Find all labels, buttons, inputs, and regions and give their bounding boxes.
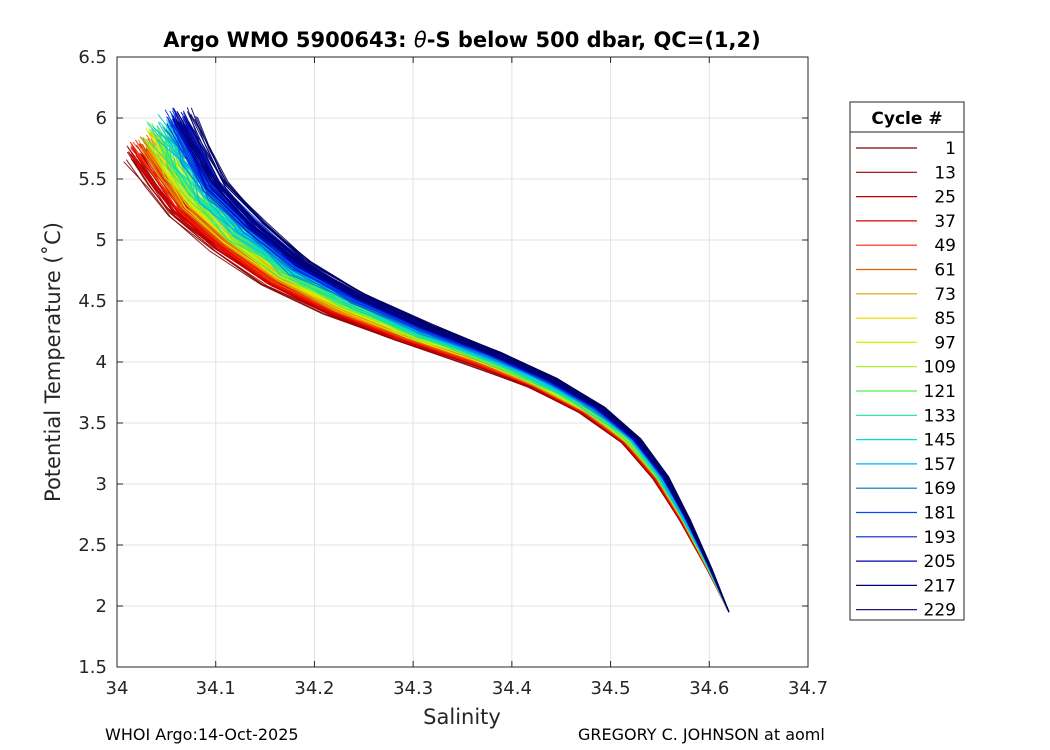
x-tick-label: 34 (106, 678, 129, 699)
legend-label: 25 (934, 188, 956, 208)
legend-label: 49 (934, 236, 956, 256)
legend-label: 13 (934, 163, 956, 183)
legend-label: 157 (924, 455, 956, 475)
legend-label: 121 (924, 382, 956, 402)
x-axis-label: Salinity (423, 705, 501, 729)
legend-items: 1 13 25 37 49 61 73 85 97 109 121 133 145 157 169 181 19… (856, 139, 956, 621)
legend-label: 37 (934, 212, 956, 232)
legend-label: 73 (934, 285, 956, 305)
title-theta: θ (414, 28, 427, 52)
axis-ticks: 34 34.1 34.2 34.3 34.4 34.5 34.6 34.7 1.5 2 2.5 3 3.… (78, 47, 828, 699)
y-axis-label: Potential Temperature (˚C) (41, 222, 65, 502)
x-tick-label: 34.3 (393, 678, 433, 699)
legend-label: 85 (934, 309, 956, 329)
x-tick-label: 34.1 (196, 678, 236, 699)
footer-right: GREGORY C. JOHNSON at aoml (578, 725, 825, 744)
legend-title: Cycle # (871, 109, 942, 129)
legend-label: 169 (924, 479, 956, 499)
y-tick-label: 6 (96, 108, 107, 129)
legend-label: 145 (924, 431, 956, 451)
x-tick-label: 34.6 (689, 678, 729, 699)
footer-left: WHOI Argo:14-Oct-2025 (105, 725, 299, 744)
legend-label: 1 (945, 139, 956, 159)
legend-label: 217 (924, 576, 956, 596)
y-tick-label: 3 (96, 474, 107, 495)
title-suffix: -S below 500 dbar, QC=(1,2) (427, 28, 761, 52)
title-prefix: Argo WMO 5900643: (163, 28, 414, 52)
profile-curve (190, 113, 730, 613)
y-tick-label: 5 (96, 230, 107, 251)
profile-curves (123, 107, 730, 613)
legend-label: 97 (934, 333, 956, 353)
legend-label: 193 (924, 528, 956, 548)
legend-label: 229 (924, 601, 956, 621)
x-tick-label: 34.2 (294, 678, 334, 699)
y-tick-label: 3.5 (78, 413, 107, 434)
y-tick-label: 4 (96, 352, 107, 373)
legend-label: 181 (924, 504, 956, 524)
profile-curve (175, 118, 730, 613)
profile-curve (175, 120, 730, 613)
profile-curve (157, 139, 730, 613)
legend-label: 61 (934, 261, 956, 281)
x-tick-label: 34.4 (492, 678, 532, 699)
y-tick-label: 2 (96, 596, 107, 617)
legend-label: 133 (924, 406, 956, 426)
y-tick-label: 6.5 (78, 47, 107, 68)
y-tick-label: 2.5 (78, 535, 107, 556)
x-tick-label: 34.7 (788, 678, 828, 699)
legend-label: 205 (924, 552, 956, 572)
y-tick-label: 1.5 (78, 657, 107, 678)
legend: Cycle # 1 13 25 37 49 61 73 85 97 109 121 133 145 157… (849, 101, 965, 621)
chart-title: Argo WMO 5900643: θ-S below 500 dbar, QC… (163, 28, 760, 52)
profile-curve (144, 144, 730, 613)
legend-label: 109 (924, 358, 956, 378)
y-tick-label: 5.5 (78, 169, 107, 190)
legend-box (849, 101, 965, 621)
x-tick-label: 34.5 (591, 678, 631, 699)
y-tick-label: 4.5 (78, 291, 107, 312)
